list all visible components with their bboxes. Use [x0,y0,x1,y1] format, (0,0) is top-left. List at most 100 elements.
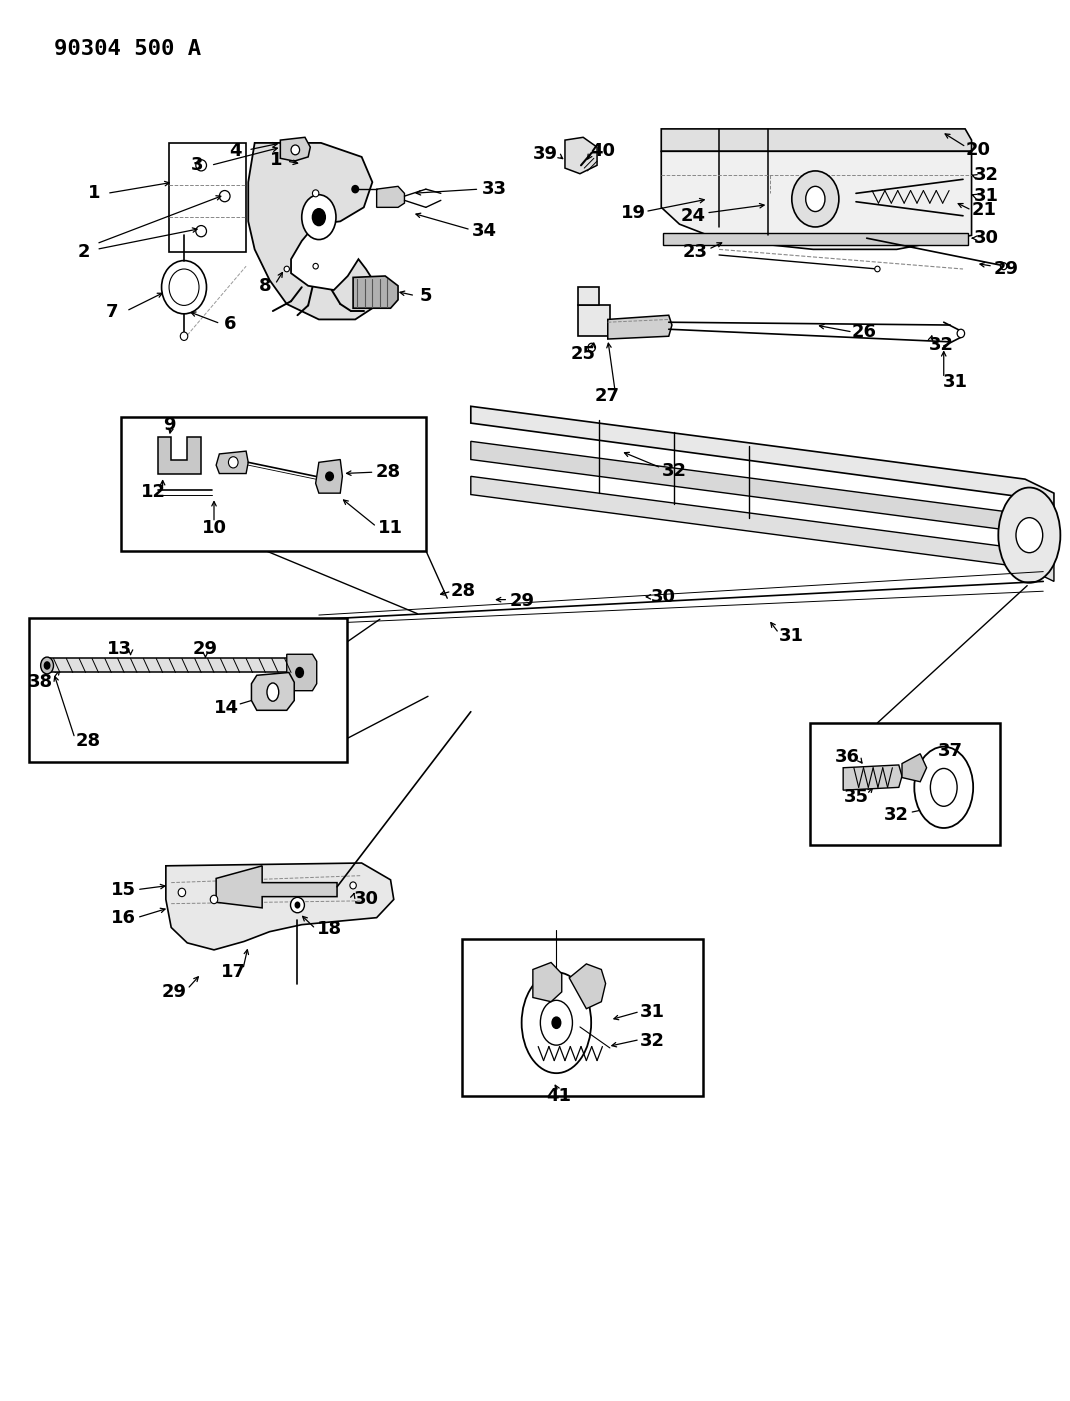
Text: 7: 7 [106,304,119,321]
Polygon shape [280,137,310,161]
Bar [810,723,1000,845]
Text: 14: 14 [214,699,240,716]
Text: 26: 26 [852,324,877,340]
Text: 30: 30 [974,230,999,247]
Text: 20: 20 [965,142,991,158]
Ellipse shape [958,329,965,338]
Ellipse shape [325,472,334,481]
Polygon shape [661,151,972,249]
Text: 90304 500 A: 90304 500 A [54,39,201,59]
Polygon shape [578,287,599,305]
Text: 21: 21 [972,202,997,219]
Ellipse shape [291,146,300,156]
Text: 5: 5 [419,287,432,304]
Text: 32: 32 [884,807,910,824]
Text: 24: 24 [681,207,706,224]
Ellipse shape [295,902,300,908]
Ellipse shape [998,488,1060,583]
Text: 18: 18 [317,920,342,937]
Ellipse shape [268,684,278,700]
Text: 27: 27 [594,388,620,405]
Ellipse shape [295,668,304,678]
Text: 35: 35 [843,789,869,806]
Text: 32: 32 [929,336,954,353]
Ellipse shape [312,191,319,198]
Text: 28: 28 [75,733,101,750]
Ellipse shape [45,663,49,670]
Text: 25: 25 [570,346,596,363]
Text: 16: 16 [110,909,136,926]
Text: 3: 3 [190,157,203,174]
Ellipse shape [1000,263,1007,270]
Ellipse shape [1016,517,1042,553]
Polygon shape [902,754,927,782]
Ellipse shape [219,191,230,202]
Polygon shape [663,233,968,245]
Ellipse shape [588,343,596,352]
Polygon shape [377,186,404,207]
Polygon shape [287,654,317,691]
Ellipse shape [291,898,305,913]
Text: 4: 4 [229,143,242,160]
Ellipse shape [914,747,974,828]
Bar [462,939,703,1096]
Text: 32: 32 [974,167,999,184]
Ellipse shape [931,768,958,807]
Ellipse shape [196,226,207,237]
Text: 33: 33 [482,181,507,198]
Text: 9: 9 [163,416,175,433]
Polygon shape [608,315,672,339]
Polygon shape [533,962,562,1002]
Polygon shape [569,964,606,1009]
Ellipse shape [229,457,238,468]
Ellipse shape [169,269,199,305]
Bar [29,618,347,762]
Text: 31: 31 [943,374,968,391]
Text: 30: 30 [353,891,379,908]
Text: 28: 28 [376,464,401,481]
Text: 28: 28 [450,583,476,600]
Text: 12: 12 [140,483,166,500]
Text: 29: 29 [993,261,1019,277]
Ellipse shape [178,888,186,897]
Polygon shape [843,765,902,790]
Ellipse shape [210,895,218,904]
Ellipse shape [312,263,319,269]
Text: 40: 40 [590,143,615,160]
Polygon shape [471,476,1054,581]
Text: 32: 32 [640,1033,666,1049]
Ellipse shape [522,972,591,1073]
Text: 6: 6 [224,315,236,332]
Ellipse shape [162,261,207,314]
Text: 23: 23 [683,244,708,261]
Text: 38: 38 [28,674,54,691]
Text: 31: 31 [974,188,999,205]
Ellipse shape [552,1017,561,1028]
Ellipse shape [196,160,207,171]
Text: 36: 36 [835,748,860,765]
Text: 15: 15 [110,881,136,898]
Ellipse shape [350,883,356,890]
Text: 1: 1 [270,151,282,168]
Ellipse shape [352,186,358,193]
Polygon shape [251,672,294,710]
Ellipse shape [285,266,289,272]
Text: 19: 19 [621,205,646,221]
Polygon shape [216,451,248,474]
Ellipse shape [806,186,825,212]
Text: 30: 30 [651,588,676,605]
Text: 34: 34 [472,223,498,240]
Text: 32: 32 [661,462,687,479]
Polygon shape [216,866,337,908]
Ellipse shape [302,195,336,240]
Text: 41: 41 [546,1087,571,1104]
Bar [169,143,246,252]
Polygon shape [248,143,377,319]
Text: 11: 11 [378,520,403,537]
Ellipse shape [41,657,54,674]
Text: 2: 2 [77,244,90,261]
Polygon shape [471,441,1054,546]
Text: 31: 31 [779,628,805,644]
Text: 1: 1 [88,185,101,202]
Text: 39: 39 [533,146,559,163]
